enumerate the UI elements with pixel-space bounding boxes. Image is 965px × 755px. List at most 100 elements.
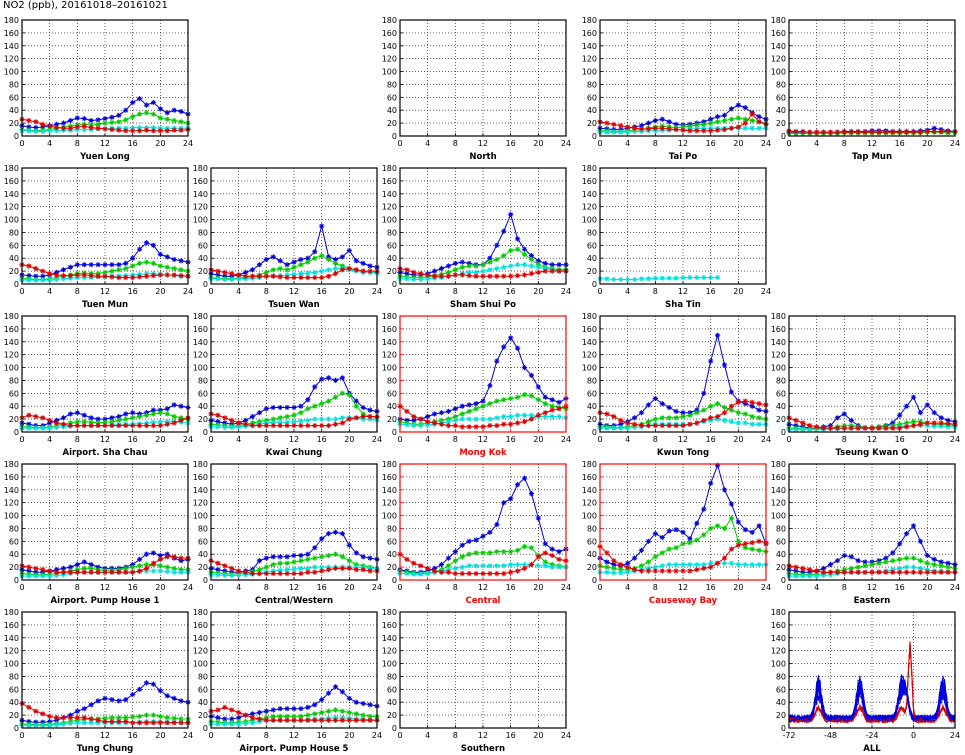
data-point-green — [694, 410, 700, 416]
data-point-cyan — [473, 269, 479, 275]
x-tick-label: 4 — [47, 287, 52, 296]
data-point-red — [749, 399, 755, 405]
data-point-red — [60, 273, 67, 279]
all-series-bundle — [788, 641, 956, 725]
x-tick-label: 8 — [75, 287, 80, 296]
y-tick-label: 20 — [587, 119, 597, 128]
x-tick-label: 16 — [128, 731, 138, 740]
panel-frame — [399, 463, 567, 581]
data-point-blue — [339, 254, 345, 260]
data-point-green — [666, 415, 672, 421]
x-tick-label: 0 — [786, 435, 791, 444]
x-tick-label: 0 — [19, 287, 24, 296]
x-tick-label: 16 — [506, 139, 516, 148]
data-point-red — [243, 569, 249, 575]
data-point-red — [143, 273, 150, 279]
data-point-red — [659, 568, 665, 574]
data-point-red — [67, 569, 73, 575]
data-point-green — [346, 558, 352, 564]
data-point-cyan — [625, 425, 631, 431]
data-point-red — [418, 271, 424, 277]
x-tick-label: 4 — [625, 583, 630, 592]
data-point-green — [473, 263, 479, 269]
data-point-red — [130, 128, 136, 134]
data-point-blue — [256, 558, 262, 564]
data-point-blue — [88, 415, 94, 421]
y-tick-label: 180 — [4, 16, 19, 25]
data-point-red — [528, 416, 534, 422]
data-point-red — [793, 417, 799, 423]
panel-label: Airport. Pump House 5 — [240, 744, 349, 754]
data-point-red — [487, 423, 493, 429]
data-point-green — [883, 559, 889, 565]
y-tick-label: 180 — [582, 460, 597, 469]
data-point-blue — [243, 417, 249, 423]
data-point-red — [645, 423, 651, 429]
data-point-cyan — [800, 426, 806, 432]
data-point-blue — [360, 554, 366, 560]
y-tick-label: 80 — [9, 80, 19, 89]
data-point-cyan — [800, 573, 806, 579]
data-point-red — [694, 128, 700, 134]
data-point-blue — [123, 411, 129, 417]
data-point-blue — [841, 552, 847, 559]
data-point-blue — [270, 554, 276, 560]
data-point-red — [938, 569, 944, 575]
x-tick-label: 4 — [814, 583, 819, 592]
data-point-red — [123, 719, 129, 725]
data-point-green — [353, 711, 359, 717]
data-point-red — [353, 567, 359, 573]
data-point-red — [164, 720, 170, 726]
data-point-blue — [95, 262, 101, 268]
data-point-blue — [793, 568, 799, 574]
data-point-red — [40, 415, 46, 421]
data-point-green — [666, 546, 672, 552]
data-point-blue — [215, 715, 221, 721]
data-point-red — [33, 708, 39, 714]
data-point-cyan — [26, 425, 32, 431]
data-point-green — [508, 247, 514, 254]
data-point-cyan — [721, 560, 728, 566]
data-point-green — [931, 561, 937, 568]
data-point-green — [735, 538, 741, 544]
x-tick-label: 8 — [453, 139, 458, 148]
x-tick-label: 24 — [561, 435, 571, 444]
x-tick-label: 24 — [561, 731, 571, 740]
data-point-red — [473, 273, 479, 279]
data-point-red — [150, 720, 156, 726]
data-point-red — [652, 423, 658, 429]
data-point-red — [480, 571, 486, 577]
y-tick-label: 60 — [387, 93, 397, 102]
data-point-blue — [834, 558, 840, 564]
data-point-red — [67, 125, 73, 131]
data-point-red — [88, 716, 94, 722]
data-point-cyan — [178, 569, 184, 575]
data-point-blue — [263, 406, 269, 412]
x-tick-label: 0 — [19, 731, 24, 740]
data-point-cyan — [625, 129, 631, 135]
data-point-blue — [432, 268, 438, 274]
data-point-red — [74, 715, 80, 721]
data-point-blue — [473, 537, 479, 543]
data-point-green — [687, 412, 693, 418]
data-point-red — [473, 571, 479, 577]
x-tick-label: 12 — [100, 287, 110, 296]
data-point-red — [418, 563, 424, 569]
data-point-blue — [708, 480, 714, 486]
data-point-red — [869, 425, 875, 431]
data-point-green — [521, 543, 528, 550]
data-point-red — [360, 717, 366, 723]
data-point-green — [319, 709, 325, 716]
series-line-blue — [788, 680, 956, 723]
data-point-red — [535, 412, 541, 418]
data-point-red — [326, 717, 332, 723]
data-point-red — [735, 124, 741, 130]
data-point-red — [945, 421, 951, 427]
data-point-cyan — [47, 277, 53, 283]
y-tick-label: 80 — [387, 524, 397, 533]
y-tick-label: 160 — [4, 325, 19, 334]
data-point-cyan — [715, 275, 721, 281]
y-tick-label: 180 — [771, 16, 786, 25]
data-point-green — [88, 565, 94, 571]
